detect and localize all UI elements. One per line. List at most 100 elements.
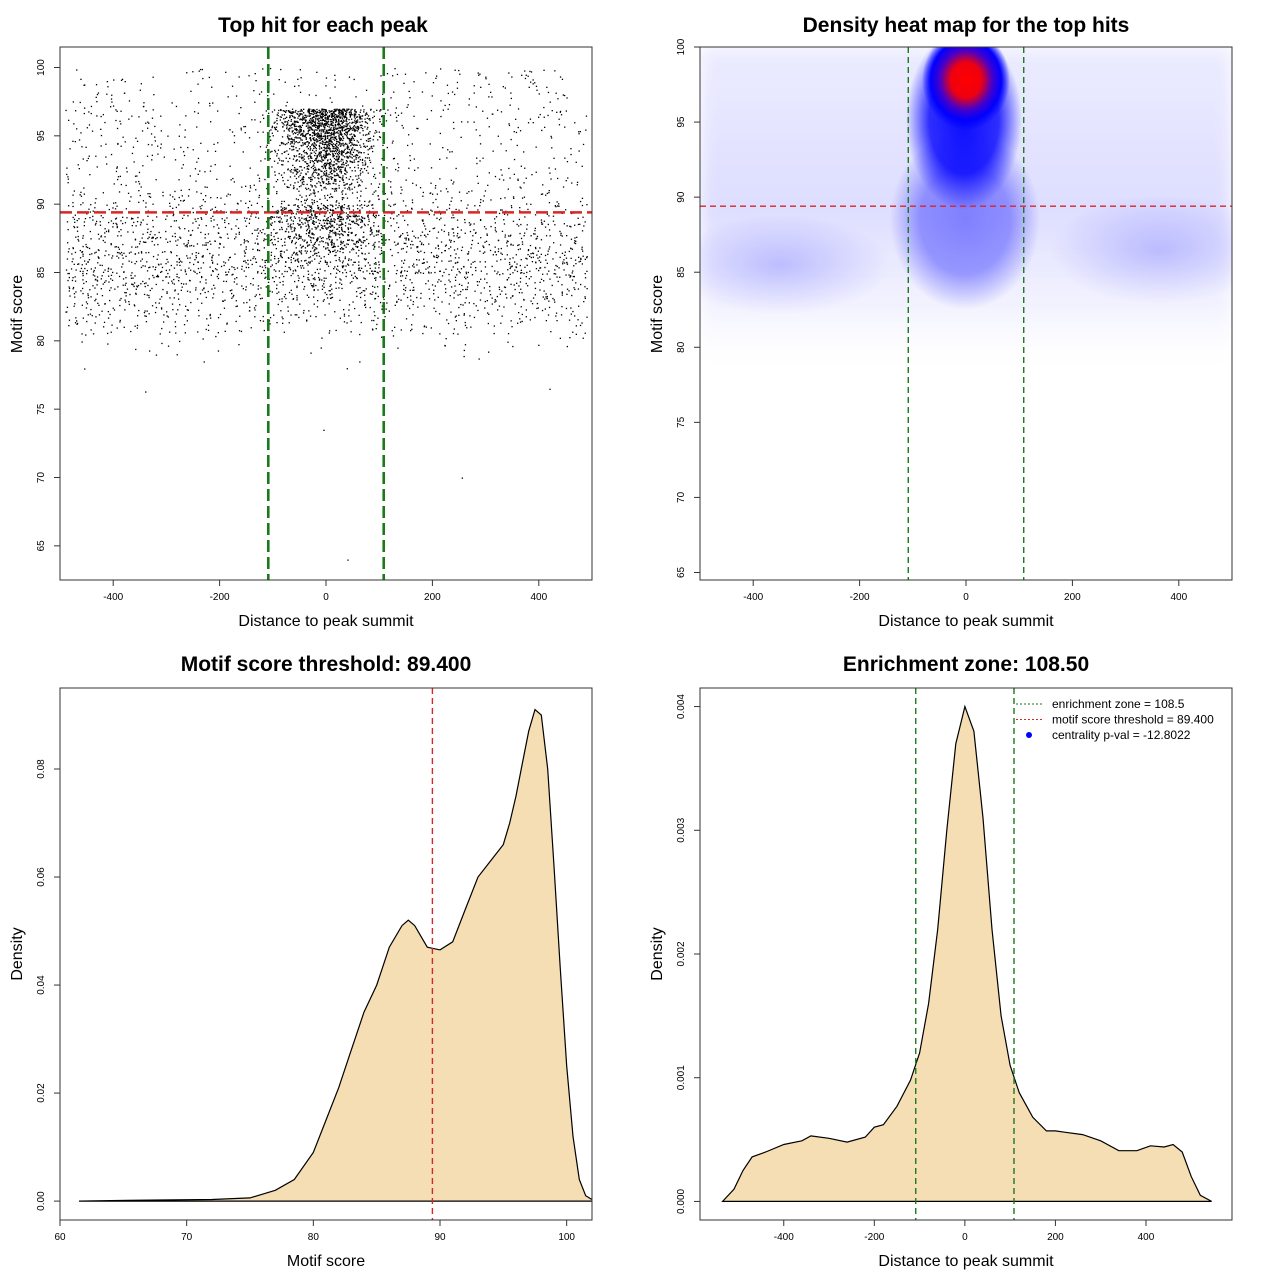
scatter-point — [261, 232, 263, 234]
scatter-point — [338, 287, 340, 289]
scatter-point — [162, 195, 164, 197]
scatter-point — [546, 297, 548, 300]
scatter-point — [441, 275, 444, 277]
scatter-point — [254, 119, 256, 121]
scatter-point — [355, 245, 357, 248]
scatter-point — [279, 250, 282, 253]
scatter-point — [144, 265, 146, 267]
scatter-point — [287, 179, 289, 181]
scatter-point — [323, 157, 326, 159]
scatter-point — [307, 204, 309, 207]
scatter-point — [291, 239, 293, 242]
scatter-point — [258, 180, 261, 182]
scatter-point — [120, 123, 122, 125]
scatter-point — [70, 268, 73, 270]
scatter-point — [330, 240, 333, 242]
scatter-point — [229, 165, 231, 167]
scatter-point — [357, 208, 359, 210]
scatter-point — [235, 95, 238, 97]
scatter-point — [300, 118, 303, 120]
scatter-point — [289, 116, 291, 118]
scatter-point — [304, 119, 306, 121]
scatter-point — [195, 180, 197, 182]
scatter-point — [463, 349, 465, 352]
scatter-point — [289, 138, 291, 140]
scatter-point — [288, 266, 290, 269]
scatter-point — [305, 115, 307, 117]
scatter-point — [241, 186, 243, 188]
scatter-point — [356, 277, 358, 280]
scatter-point — [358, 264, 360, 266]
scatter-point — [556, 201, 558, 203]
scatter-point — [355, 291, 358, 293]
scatter-point — [360, 109, 362, 111]
scatter-point — [537, 250, 539, 252]
scatter-point — [345, 275, 347, 278]
scatter-point — [344, 148, 346, 150]
scatter-point — [325, 140, 327, 143]
scatter-point — [282, 164, 284, 166]
scatter-point — [209, 313, 211, 316]
scatter-point — [340, 143, 342, 145]
scatter-point — [326, 123, 328, 125]
scatter-point — [325, 151, 327, 153]
scatter-point — [317, 225, 319, 227]
scatter-point — [225, 271, 227, 273]
scatter-point — [297, 134, 299, 136]
scatter-point — [311, 125, 314, 127]
scatter-point — [313, 162, 315, 164]
scatter-point — [202, 77, 204, 80]
scatter-point — [478, 74, 480, 76]
scatter-point — [361, 162, 364, 164]
scatter-point — [497, 309, 499, 311]
scatter-point — [575, 240, 577, 242]
scatter-point — [346, 110, 348, 112]
scatter-point — [354, 109, 356, 111]
scatter-point — [322, 124, 324, 126]
scatter-point — [305, 233, 308, 235]
scatter-point — [256, 238, 258, 240]
scatter-point — [131, 261, 133, 263]
scatter-point — [107, 267, 110, 269]
scatter-point — [146, 231, 149, 234]
scatter-point — [78, 218, 80, 220]
scatter-point — [184, 136, 186, 138]
scatter-point — [71, 261, 73, 263]
scatter-point — [245, 289, 247, 291]
scatter-point — [352, 151, 355, 153]
scatter-point — [345, 110, 347, 112]
scatter-point — [277, 130, 279, 132]
scatter-point — [446, 209, 448, 211]
scatter-point — [320, 185, 322, 187]
scatter-point — [363, 231, 365, 233]
scatter-point — [405, 318, 408, 320]
scatter-point — [236, 202, 239, 204]
scatter-point — [124, 292, 126, 294]
scatter-point — [370, 183, 372, 185]
scatter-point — [309, 118, 312, 120]
scatter-point — [523, 196, 526, 198]
scatter-point — [440, 241, 443, 243]
scatter-point — [274, 127, 276, 129]
scatter-point — [336, 214, 339, 216]
scatter-point — [265, 286, 267, 288]
scatter-point — [330, 177, 332, 179]
scatter-point — [354, 261, 356, 263]
scatter-point — [232, 296, 234, 298]
scatter-point — [178, 277, 180, 279]
scatter-point — [305, 151, 308, 154]
scatter-point — [364, 160, 366, 162]
scatter-point — [342, 142, 344, 144]
scatter-point — [325, 121, 327, 123]
scatter-point — [303, 135, 306, 137]
scatter-point — [468, 104, 470, 106]
scatter-point — [378, 261, 380, 263]
scatter-point — [476, 157, 478, 159]
scatter-point — [292, 220, 294, 222]
scatter-point — [369, 161, 372, 164]
scatter-point — [338, 184, 340, 187]
scatter-point — [308, 109, 310, 111]
scatter-point — [334, 266, 336, 268]
scatter-point — [151, 154, 153, 156]
scatter-point — [278, 79, 280, 81]
